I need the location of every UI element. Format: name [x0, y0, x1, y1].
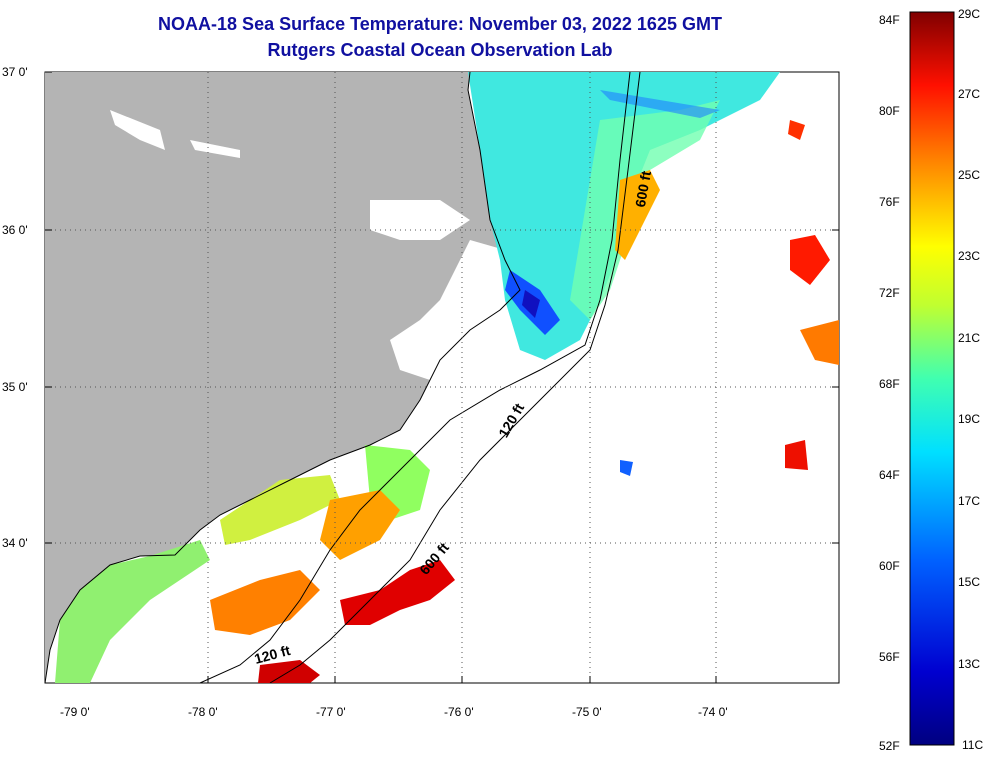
sst-green-south: [55, 540, 210, 683]
cb-f-84: 84F: [879, 13, 900, 27]
cb-f-68: 68F: [879, 377, 900, 391]
map-title: NOAA-18 Sea Surface Temperature: Novembe…: [158, 14, 722, 34]
sst-yellow-south: [220, 475, 340, 545]
cb-f-76: 76F: [879, 195, 900, 209]
lon-label-76: -76 0': [444, 705, 474, 719]
lat-label-37: 37 0': [2, 65, 28, 79]
river-inlet-2: [190, 140, 240, 158]
cb-c-23: 23C: [958, 249, 980, 263]
cb-f-56: 56F: [879, 650, 900, 664]
lon-label-79: -79 0': [60, 705, 90, 719]
cb-c-29: 29C: [958, 7, 980, 21]
map-subtitle: Rutgers Coastal Ocean Observation Lab: [267, 40, 613, 60]
cb-f-72: 72F: [879, 286, 900, 300]
lon-label-78: -78 0': [188, 705, 218, 719]
lon-label-75: -75 0': [572, 705, 602, 719]
cb-c-11: 11C: [962, 738, 983, 752]
lat-label-35: 35 0': [2, 380, 28, 394]
cb-f-80: 80F: [879, 104, 900, 118]
sst-orange-edge: [615, 170, 660, 260]
cb-c-19: 19C: [958, 412, 980, 426]
coastline: [45, 72, 521, 683]
contour-label-600-north: 600 ft: [632, 169, 654, 208]
sst-red-offshore-2: [785, 440, 808, 470]
lon-label-77: -77 0': [316, 705, 346, 719]
colorbar: [909, 11, 955, 746]
pamlico-sound: [390, 240, 520, 380]
cb-c-15: 15C: [958, 575, 980, 589]
cb-c-27: 27C: [958, 87, 980, 101]
sst-red-patch-1: [340, 560, 455, 625]
sst-blue-offshore: [620, 460, 633, 476]
contour-600ft: [269, 72, 641, 683]
sst-orange-offshore: [800, 320, 839, 365]
sst-darkblue: [522, 290, 540, 318]
colorbar-f-labels: 84F 80F 76F 72F 68F 64F 60F 56F 52F: [879, 13, 900, 753]
sst-blue-stripe: [600, 90, 720, 118]
cb-f-64: 64F: [879, 468, 900, 482]
colorbar-c-labels: 29C 27C 25C 23C 21C 19C 17C 15C 13C 11C: [958, 7, 983, 752]
cb-c-21: 21C: [958, 331, 980, 345]
river-inlet: [110, 110, 165, 150]
graticule: [45, 72, 839, 683]
cb-f-60: 60F: [879, 559, 900, 573]
cb-c-13: 13C: [958, 657, 980, 671]
map-content: [45, 72, 839, 683]
sst-red-offshore-1: [790, 235, 830, 285]
lat-label-34: 34 0': [2, 536, 28, 550]
cb-c-25: 25C: [958, 168, 980, 182]
cb-c-17: 17C: [958, 494, 980, 508]
axis-ticks: [45, 71, 839, 683]
sst-red-offshore-3: [788, 120, 805, 140]
sst-orange-south: [210, 570, 320, 635]
lon-label-74: -74 0': [698, 705, 728, 719]
lat-label-36: 36 0': [2, 223, 28, 237]
cb-f-52: 52F: [879, 739, 900, 753]
contour-120ft: [199, 72, 631, 683]
